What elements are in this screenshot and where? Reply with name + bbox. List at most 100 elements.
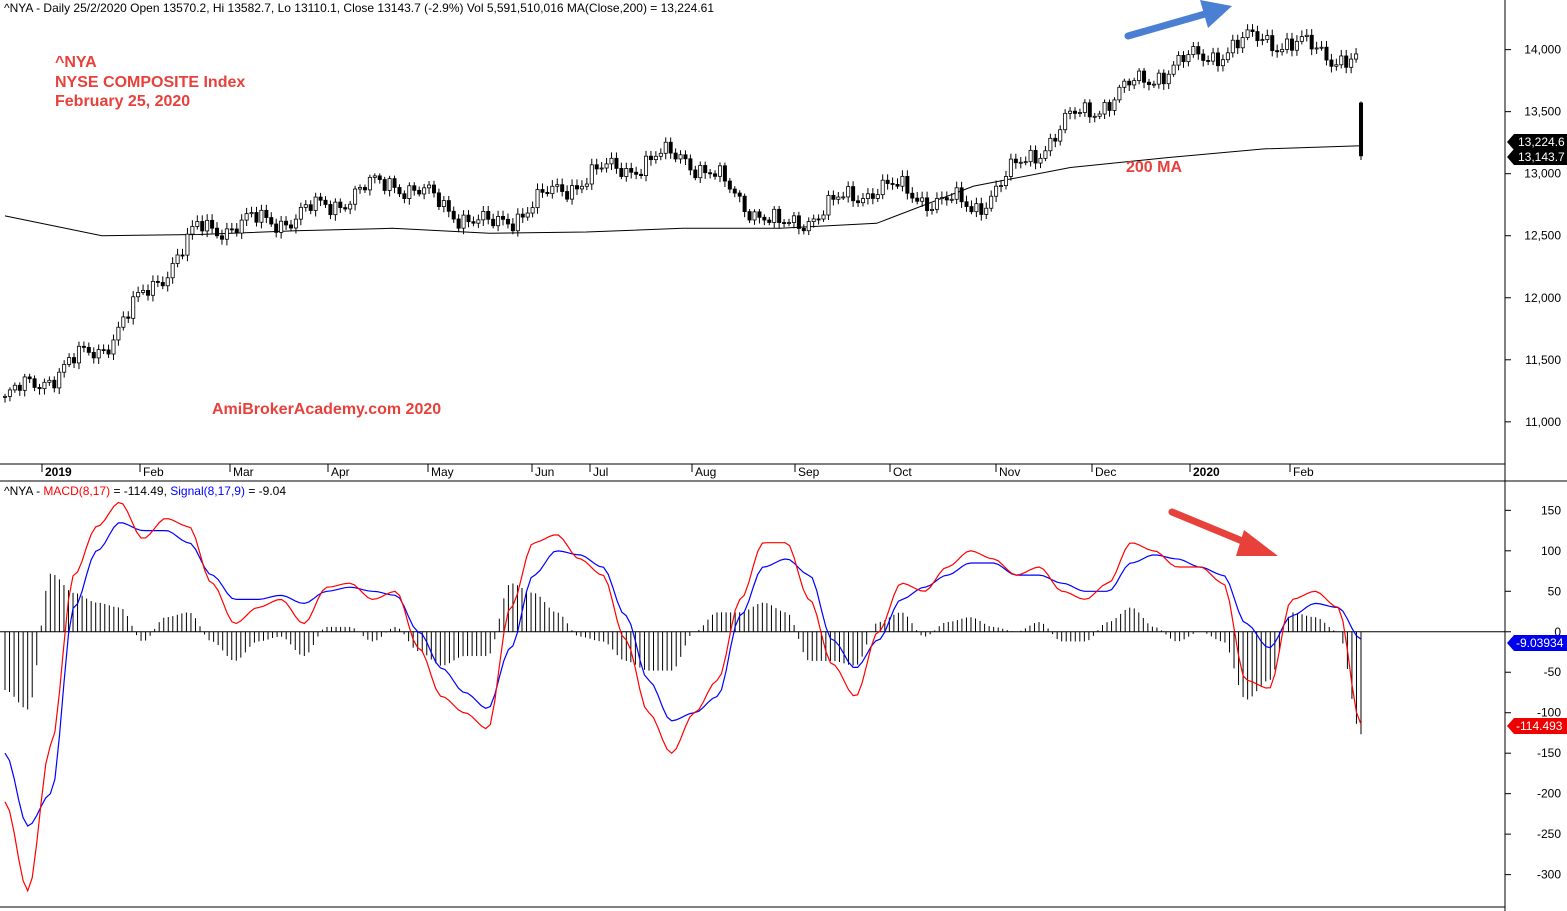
candle-body [422, 187, 427, 195]
candle-body [1344, 55, 1349, 68]
candle-body [708, 172, 713, 175]
signal-value-tag-text: -9.03934 [1516, 636, 1564, 650]
candle-body [32, 378, 37, 388]
candle-body [200, 221, 205, 232]
candle-body [1156, 72, 1161, 85]
candle-body [1063, 112, 1068, 131]
candle-body [205, 219, 210, 232]
candle-body [195, 221, 200, 227]
price-y-tick-label: 12,500 [1524, 229, 1561, 243]
candle-body [1285, 38, 1290, 50]
macd-header-signal-value: = -9.04 [245, 484, 286, 498]
candle-body [81, 345, 86, 348]
candle-body [1038, 157, 1043, 164]
candle-body [111, 339, 116, 355]
candle-body [747, 211, 752, 221]
close-value-tag-text: 13,143.7 [1518, 150, 1565, 164]
candle-body [229, 228, 234, 231]
candle-body [387, 178, 392, 191]
candle-body [545, 191, 550, 195]
candle-body [1008, 158, 1013, 177]
macd-y-tick-label: 50 [1548, 584, 1562, 598]
candle-body [565, 191, 570, 200]
candle-body [333, 201, 338, 216]
candle-body [1270, 35, 1275, 52]
candle-body [279, 220, 284, 233]
macd-pane [0, 482, 1505, 907]
ma-200-line [4, 145, 1362, 237]
macd-line [4, 501, 1362, 893]
candle-body [589, 164, 594, 185]
candle-body [959, 187, 964, 203]
candle-body [27, 376, 32, 380]
candle-body [713, 173, 718, 177]
price-header: ^NYA - Daily 25/2/2020 Open 13570.2, Hi … [4, 1, 714, 15]
candle-body [254, 212, 259, 223]
candle-body [520, 213, 525, 218]
candle-body [989, 195, 994, 209]
candle-body [47, 379, 52, 383]
macd-y-tick-label: -100 [1537, 706, 1561, 720]
candle-body [1166, 73, 1171, 85]
index-name-annotation: NYSE COMPOSITE Index [55, 74, 245, 91]
candle-body [372, 175, 377, 178]
candle-body [1043, 150, 1048, 159]
candle-body [57, 371, 62, 389]
candle-body [219, 235, 224, 240]
candle-body [1289, 38, 1294, 51]
close-value-tag: 13,143.7 [1507, 149, 1567, 165]
candle-body [1240, 37, 1245, 49]
candle-body [570, 185, 575, 200]
candle-body [249, 212, 254, 215]
watermark-annotation: AmiBrokerAcademy.com 2020 [212, 401, 441, 418]
macd-header-signal-label: Signal(8,17,9) [170, 484, 245, 498]
candle-body [1245, 29, 1250, 38]
candle-body [1255, 31, 1260, 42]
candle-body [234, 228, 239, 234]
candle-body [732, 188, 737, 194]
candle-body [535, 189, 540, 209]
macd-value-tag: -114.493 [1507, 718, 1567, 734]
candle-body [358, 187, 363, 190]
candle-body [880, 179, 885, 196]
month-label: Aug [695, 465, 716, 479]
candle-body [417, 189, 422, 195]
candle-body [890, 183, 895, 185]
candle-body [274, 223, 279, 233]
candle-body [663, 141, 668, 154]
candle-body [777, 208, 782, 223]
candle-body [308, 204, 313, 211]
candle-body [288, 224, 293, 229]
candle-body [338, 201, 343, 208]
candle-body [944, 197, 949, 201]
ma-label-annotation: 200 MA [1126, 159, 1182, 176]
macd-lines [4, 501, 1362, 893]
candle-body [76, 345, 81, 364]
candle-body [397, 187, 402, 195]
candle-body [1107, 102, 1112, 111]
candle-body [752, 211, 757, 221]
candle-body [846, 186, 851, 198]
candle-body [831, 194, 836, 200]
candle-body [574, 185, 579, 190]
candle-body [954, 187, 959, 200]
candle-body [456, 218, 461, 229]
candle-body [1196, 46, 1201, 55]
candle-body [121, 316, 126, 328]
candle-body [757, 211, 762, 218]
candle-body [367, 176, 372, 191]
month-label: Feb [143, 465, 164, 479]
candle-body [402, 193, 407, 199]
ma-value-tag-text: 13,224.6 [1518, 135, 1565, 149]
candle-body [525, 212, 530, 218]
candle-body [451, 210, 456, 220]
candle-body [594, 164, 599, 170]
candle-body [427, 184, 432, 189]
candle-body [1082, 102, 1087, 113]
candle-body [165, 277, 170, 287]
month-label: Sep [798, 465, 820, 479]
candle-body [900, 175, 905, 187]
red-arrow-icon [1168, 508, 1278, 556]
candle-body [1013, 158, 1018, 164]
